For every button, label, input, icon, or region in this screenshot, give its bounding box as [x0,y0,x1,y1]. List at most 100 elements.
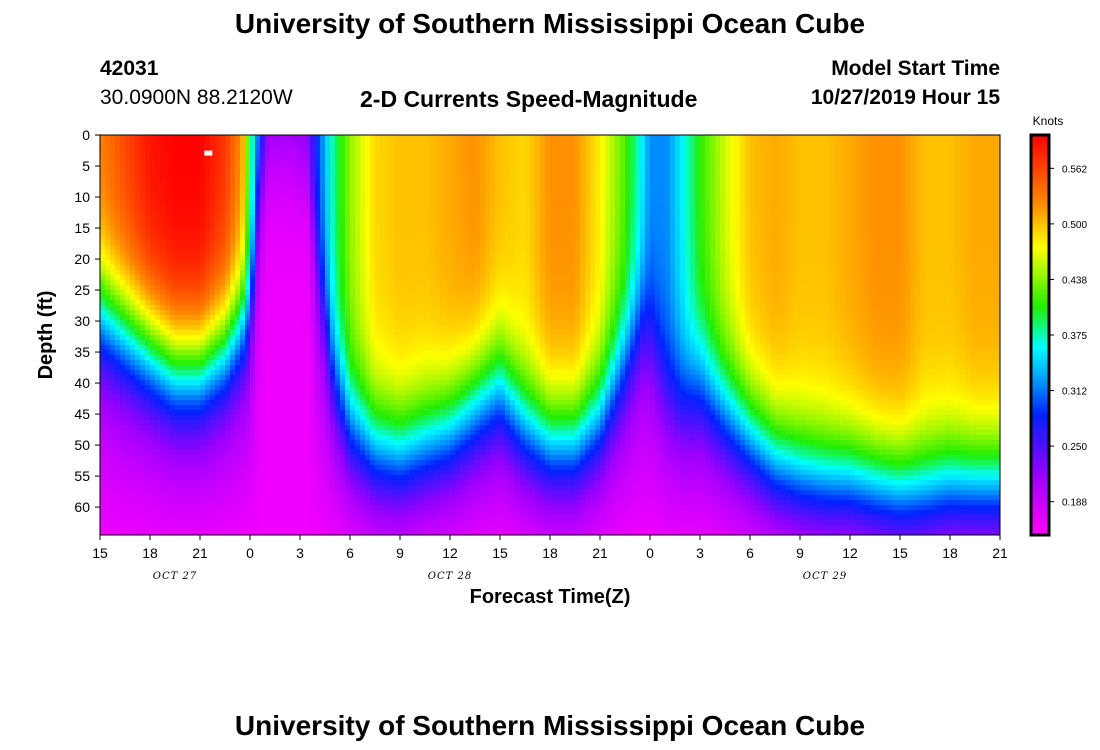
heatmap-cell [115,445,121,451]
heatmap-cell [325,330,331,336]
heatmap-cell [280,305,286,311]
heatmap-cell [250,370,256,376]
heatmap-cell [265,355,271,361]
heatmap-cell [245,435,251,441]
heatmap-cell [130,330,136,336]
heatmap-cell [305,330,311,336]
heatmap-cell [370,180,376,186]
heatmap-cell [265,145,271,151]
heatmap-cell [300,465,306,471]
heatmap-cell [200,390,206,396]
heatmap-cell [145,270,151,276]
heatmap-cell [270,360,276,366]
heatmap-cell [315,280,321,286]
heatmap-cell [305,305,311,311]
heatmap-cell [260,530,266,536]
heatmap-cell [195,350,201,356]
heatmap-cell [385,235,391,241]
heatmap-cell [315,155,321,161]
heatmap-cell [305,350,311,356]
heatmap-cell [405,270,411,276]
heatmap-cell [230,495,236,501]
heatmap-cell [180,165,186,171]
heatmap-cell [320,200,326,206]
heatmap-cell [290,230,296,236]
heatmap-cell [250,340,256,346]
heatmap-cell [100,205,106,211]
heatmap-cell [405,510,411,516]
heatmap-cell [310,320,316,326]
heatmap-cell [110,435,116,441]
heatmap-cell [320,265,326,271]
heatmap-cell [335,505,341,511]
heatmap-cell [150,520,156,526]
heatmap-cell [110,230,116,236]
heatmap-cell [390,530,396,536]
heatmap-cell [380,195,386,201]
heatmap-cell [190,495,196,501]
heatmap-cell [110,365,116,371]
heatmap-cell [335,210,341,216]
heatmap-cell [260,350,266,356]
heatmap-cell [235,330,241,336]
heatmap-cell [180,385,186,391]
heatmap-cell [260,390,266,396]
heatmap-cell [285,435,291,441]
heatmap-cell [155,260,161,266]
heatmap-cell [205,170,211,176]
heatmap-cell [160,310,166,316]
heatmap-cell [305,310,311,316]
heatmap-cell [305,245,311,251]
heatmap-cell [190,380,196,386]
heatmap-cell [410,145,416,151]
heatmap-cell [205,505,211,511]
heatmap-cell [300,335,306,341]
heatmap-cell [115,150,121,156]
heatmap-cell [135,400,141,406]
heatmap-cell [250,495,256,501]
heatmap-cell [170,520,176,526]
heatmap-cell [195,365,201,371]
heatmap-cell [130,370,136,376]
heatmap-cell [200,295,206,301]
heatmap-cell [120,350,126,356]
heatmap-cell [200,345,206,351]
heatmap-cell [350,515,356,521]
heatmap-cell [240,315,246,321]
heatmap-cell [345,525,351,531]
heatmap-cell [115,460,121,466]
heatmap-cell [220,235,226,241]
heatmap-cell [315,440,321,446]
heatmap-cell [160,520,166,526]
heatmap-cell [130,285,136,291]
heatmap-cell [220,140,226,146]
heatmap-cell [325,435,331,441]
heatmap-cell [220,175,226,181]
heatmap-cell [130,215,136,221]
heatmap-cell [135,530,141,536]
heatmap-cell [125,280,131,286]
heatmap-cell [140,265,146,271]
heatmap-cell [260,145,266,151]
heatmap-cell [175,430,181,436]
heatmap-cell [195,410,201,416]
heatmap-cell [375,175,381,181]
heatmap-cell [120,245,126,251]
heatmap-cell [180,515,186,521]
heatmap-cell [340,145,346,151]
heatmap-cell [315,475,321,481]
heatmap-cell [335,260,341,266]
heatmap-cell [290,490,296,496]
heatmap-cell [135,385,141,391]
heatmap-cell [160,215,166,221]
heatmap-cell [170,480,176,486]
heatmap-cell [115,510,121,516]
heatmap-cell [360,500,366,506]
heatmap-cell [340,290,346,296]
heatmap-cell [150,505,156,511]
heatmap-cell [270,160,276,166]
heatmap-cell [205,255,211,261]
heatmap-cell [385,335,391,341]
heatmap-cell [325,415,331,421]
heatmap-cell [215,315,221,321]
